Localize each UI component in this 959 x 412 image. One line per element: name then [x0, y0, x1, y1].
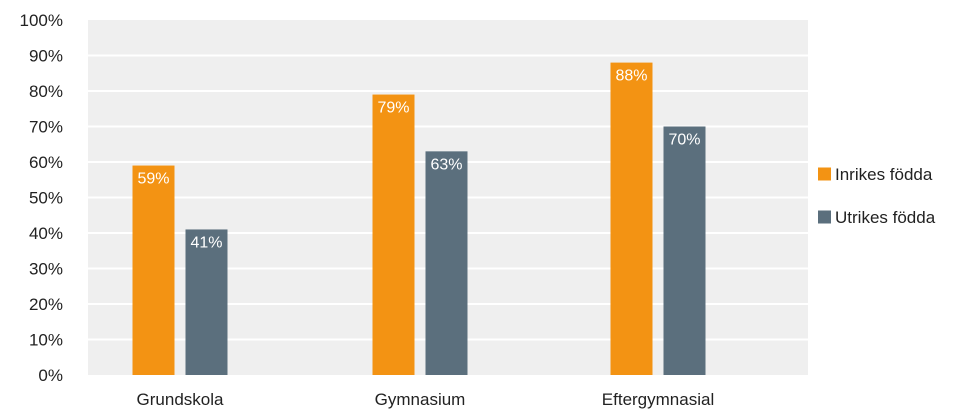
data-label: 59%	[137, 171, 169, 188]
y-tick-label: 100%	[20, 11, 63, 30]
data-label: 79%	[377, 100, 409, 117]
y-tick-label: 80%	[29, 82, 63, 101]
legend-label: Inrikes födda	[835, 165, 933, 184]
y-tick-label: 90%	[29, 47, 63, 66]
y-tick-label: 10%	[29, 331, 63, 350]
data-label: 70%	[668, 132, 700, 149]
y-tick-label: 50%	[29, 189, 63, 208]
x-tick-label: Gymnasium	[375, 390, 466, 409]
bars: 59% 41% 79% 63% 88% 70%	[132, 62, 706, 376]
y-tick-label: 70%	[29, 118, 63, 137]
legend: Inrikes födda Utrikes födda	[818, 165, 936, 227]
y-tick-label: 40%	[29, 224, 63, 243]
data-label: 63%	[430, 156, 462, 173]
bar-inrikes-2	[610, 62, 653, 375]
legend-swatch	[818, 210, 831, 224]
data-label: 88%	[615, 68, 647, 85]
x-axis-labels: Grundskola Gymnasium Eftergymnasial	[137, 390, 715, 409]
data-label: 41%	[190, 234, 222, 251]
legend-swatch	[818, 167, 831, 181]
bar-inrikes-0	[132, 165, 175, 375]
x-tick-label: Grundskola	[137, 390, 224, 409]
legend-label: Utrikes födda	[835, 208, 936, 227]
bar-utrikes-2	[663, 126, 706, 375]
y-tick-label: 60%	[29, 153, 63, 172]
x-tick-label: Eftergymnasial	[602, 390, 714, 409]
y-tick-label: 20%	[29, 295, 63, 314]
y-axis-ticks: 0% 10% 20% 30% 40% 50% 60% 70% 80% 90% 100%	[20, 11, 63, 385]
y-tick-label: 0%	[38, 366, 63, 385]
bar-utrikes-0	[185, 229, 228, 375]
bar-inrikes-1	[372, 94, 415, 376]
bar-utrikes-1	[425, 151, 468, 375]
y-tick-label: 30%	[29, 260, 63, 279]
